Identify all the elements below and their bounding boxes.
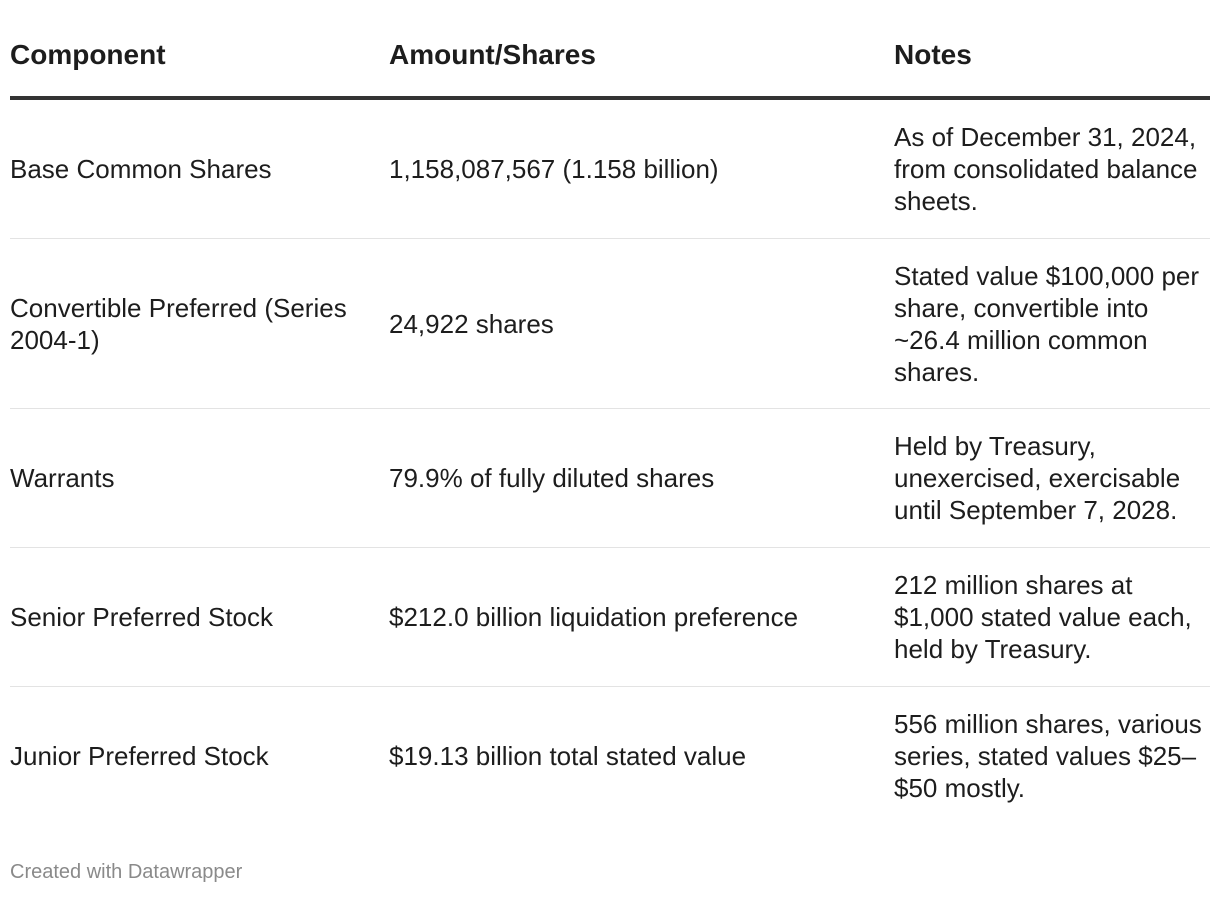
cell-amount: 1,158,087,567 (1.158 billion) [389, 98, 894, 239]
column-header-amount[interactable]: Amount/Shares [389, 0, 894, 100]
column-header-notes[interactable]: Notes [894, 0, 1210, 100]
data-table: Component Amount/Shares Notes Base Commo… [10, 0, 1210, 824]
cell-component: Convertible Preferred (Series 2004-1) [10, 238, 389, 409]
data-table-container: Component Amount/Shares Notes Base Commo… [10, 0, 1210, 824]
cell-notes: Held by Treasury, unexercised, exercisab… [894, 408, 1210, 548]
cell-amount: 79.9% of fully diluted shares [389, 408, 894, 548]
table-row: Convertible Preferred (Series 2004-1) 24… [10, 238, 1210, 409]
table-row: Senior Preferred Stock $212.0 billion li… [10, 547, 1210, 687]
datawrapper-credit[interactable]: Created with Datawrapper [10, 861, 243, 883]
cell-component: Warrants [10, 408, 389, 548]
table-header-row: Component Amount/Shares Notes [10, 0, 1210, 100]
cell-notes: 556 million shares, various series, stat… [894, 708, 1202, 803]
table-row: Base Common Shares 1,158,087,567 (1.158 … [10, 98, 1210, 239]
cell-amount: 24,922 shares [389, 238, 894, 409]
cell-component: Senior Preferred Stock [10, 547, 389, 687]
cell-notes: Stated value $100,000 per share, convert… [894, 238, 1210, 409]
table-row: Warrants 79.9% of fully diluted shares H… [10, 408, 1210, 548]
column-header-component[interactable]: Component [10, 0, 389, 100]
cell-component: Base Common Shares [10, 98, 389, 239]
cell-notes: As of December 31, 2024, from consolidat… [894, 98, 1210, 239]
cell-notes: 212 million shares at $1,000 stated valu… [894, 547, 1210, 687]
cell-amount: $212.0 billion liquidation preference [389, 547, 894, 687]
cell-amount: $19.13 billion total stated value [389, 740, 747, 771]
cell-component: Junior Preferred Stock [10, 740, 269, 771]
table-row: Junior Preferred Stock $19.13 billion to… [10, 687, 1210, 825]
